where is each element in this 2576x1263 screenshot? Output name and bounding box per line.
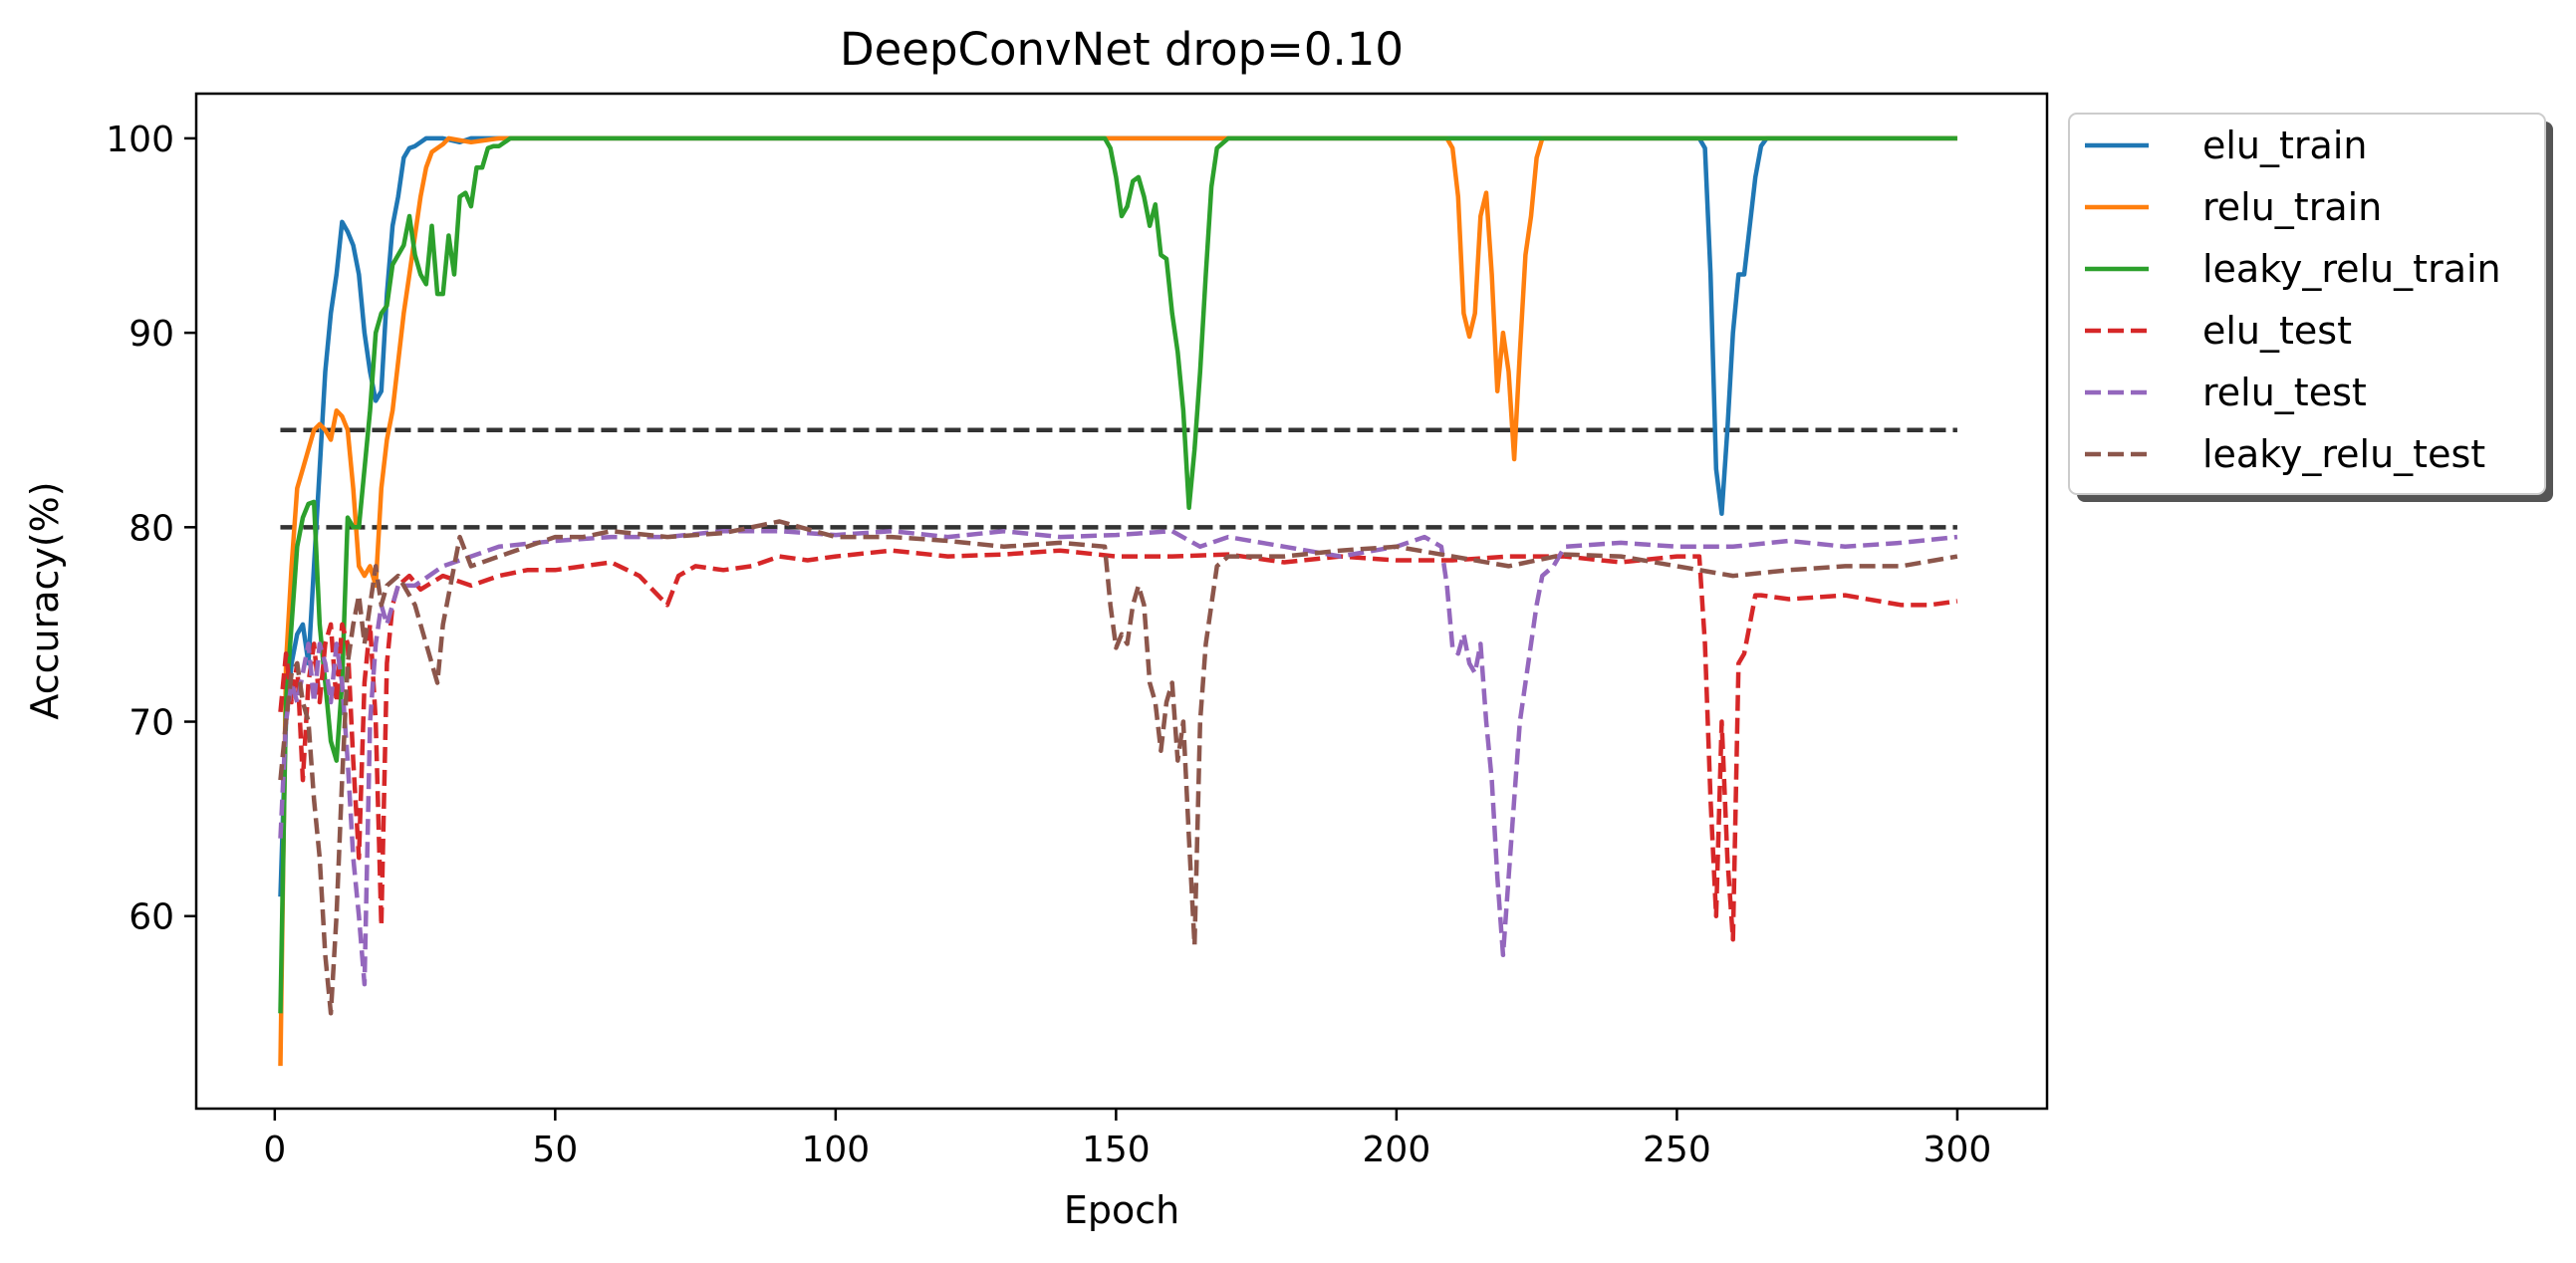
legend-label-leaky-relu-test: leaky_relu_test [2202,432,2485,476]
x-axis-title: Epoch [1064,1188,1179,1232]
y-tick-label: 100 [106,120,174,160]
x-tick-label: 250 [1643,1130,1711,1170]
legend-box [2068,113,2546,495]
y-axis-title: Accuracy(%) [23,481,67,719]
y-tick-label: 80 [129,508,174,549]
legend-label-relu-train: relu_train [2202,185,2382,229]
y-tick-label: 70 [129,703,174,744]
legend-label-relu-test: relu_test [2202,371,2367,414]
y-tick-label: 60 [129,897,174,938]
series-line-relu-test [278,528,1958,987]
legend-items: elu_train relu_train leaky_relu_train elu_t… [2085,124,2501,476]
y-tick-label: 90 [129,314,174,355]
x-tick-label: 50 [532,1130,578,1170]
series-line-elu-train [278,135,1957,897]
x-axis: 0 50 100 150 200 250 300 [263,1109,1991,1170]
legend-label-elu-test: elu_test [2202,309,2352,353]
x-tick-label: 150 [1082,1130,1151,1170]
x-tick-label: 100 [801,1130,870,1170]
x-tick-label: 0 [263,1130,286,1170]
legend-label-leaky-relu-train: leaky_relu_train [2202,247,2501,291]
x-tick-label: 200 [1363,1130,1431,1170]
series-line-relu-train [278,135,1957,1067]
legend: elu_train relu_train leaky_relu_train elu_t… [2068,113,2553,502]
series-line-leaky-relu-test [278,519,1958,1016]
x-tick-label: 300 [1924,1130,1992,1170]
legend-label-elu-train: elu_train [2202,124,2367,167]
plot-area-frame [194,92,2049,1111]
chart-title: DeepConvNet drop=0.10 [840,23,1404,76]
y-axis: 60 70 80 90 100 [106,120,196,938]
reference-lines [280,427,1957,530]
series-lines [278,135,1958,1067]
series-line-leaky-relu-train [278,135,1957,1014]
series-line-elu-test [278,548,1958,942]
